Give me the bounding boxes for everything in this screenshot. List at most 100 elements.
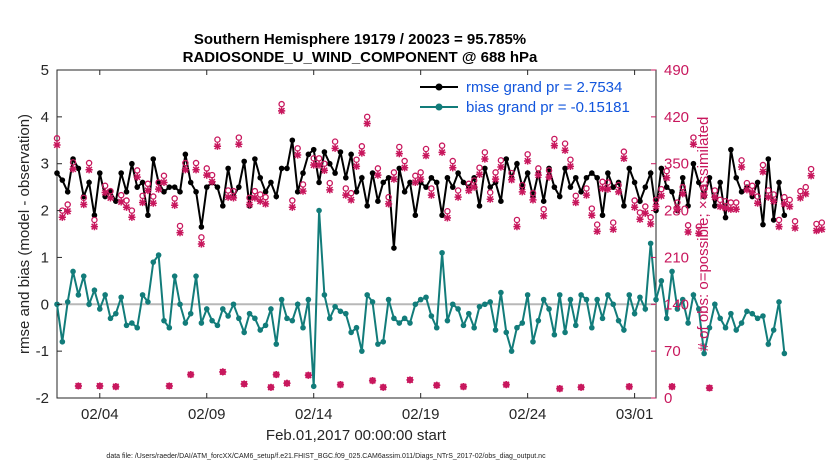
bias-point xyxy=(257,327,264,333)
rmse-point xyxy=(695,179,702,186)
bias-point xyxy=(134,324,141,331)
possible-obs-marker xyxy=(294,145,301,152)
assimilated-obs-marker xyxy=(213,142,222,150)
assimilated-obs-marker xyxy=(187,370,195,379)
possible-obs-marker xyxy=(182,159,189,167)
possible-obs-marker xyxy=(674,199,681,206)
bias-point xyxy=(514,324,520,331)
bias-point xyxy=(321,292,328,298)
bias-point xyxy=(171,273,178,279)
bias-point xyxy=(102,292,108,298)
assimilated-obs-marker xyxy=(96,382,104,390)
assimilated-obs-marker xyxy=(101,188,109,197)
rmse-point xyxy=(439,212,445,219)
bias-point xyxy=(508,348,515,354)
bias-point xyxy=(230,301,237,308)
assimilated-obs-marker xyxy=(497,163,505,171)
bias-point xyxy=(594,296,600,303)
bias-point xyxy=(214,322,221,329)
chart-title: Southern Hemisphere 19179 / 20023 = 95.7… xyxy=(194,31,526,48)
possible-obs-marker xyxy=(401,157,408,165)
possible-obs-marker xyxy=(781,193,788,201)
bias-point xyxy=(674,306,681,312)
bias-point xyxy=(455,306,461,312)
rmse-point xyxy=(64,189,71,195)
possible-obs-marker xyxy=(363,113,371,121)
rmse-point xyxy=(706,174,713,181)
assimilated-obs-marker xyxy=(459,383,468,391)
assimilated-obs-marker xyxy=(529,196,537,204)
assimilated-obs-marker xyxy=(299,187,307,195)
assimilated-obs-marker xyxy=(716,202,724,211)
bias-point xyxy=(599,315,606,322)
possible-obs-marker xyxy=(797,187,804,195)
bias-point xyxy=(198,320,205,326)
rmse-point xyxy=(594,174,600,181)
bias-point xyxy=(150,259,157,265)
assimilated-obs-marker xyxy=(604,185,612,193)
bias-point xyxy=(749,310,756,317)
rmse-point xyxy=(129,160,135,167)
rmse-point xyxy=(396,165,403,172)
possible-obs-marker xyxy=(743,179,751,187)
bias-point xyxy=(123,322,130,329)
rmse-point xyxy=(385,174,392,181)
assimilated-obs-marker xyxy=(245,200,254,209)
assimilated-obs-marker xyxy=(417,175,425,183)
possible-obs-marker xyxy=(80,194,87,202)
rmse-point xyxy=(460,179,467,186)
bias-point xyxy=(161,317,167,324)
rmse-point xyxy=(321,149,328,155)
bias-point xyxy=(129,320,135,326)
rmse-point xyxy=(663,184,670,190)
assimilated-obs-marker xyxy=(614,188,623,196)
possible-obs-marker xyxy=(321,160,328,167)
assimilated-obs-marker xyxy=(224,193,232,201)
y-right-tick-label: 210 xyxy=(664,249,689,266)
rmse-point xyxy=(118,170,124,176)
possible-obs-marker xyxy=(214,136,221,143)
y-right-tick-label: 350 xyxy=(664,156,689,173)
bias-point xyxy=(621,327,627,333)
rmse-point xyxy=(145,212,151,219)
assimilated-obs-marker xyxy=(155,185,163,193)
possible-obs-marker xyxy=(299,181,307,188)
possible-obs-marker xyxy=(289,197,296,204)
legend-bias-label: bias grand pr = -0.15181 xyxy=(466,99,630,116)
bias-point xyxy=(695,306,702,312)
assimilated-obs-marker xyxy=(352,162,361,170)
assimilated-obs-marker xyxy=(144,186,152,195)
bias-point xyxy=(203,306,210,312)
assimilated-obs-marker xyxy=(368,376,377,385)
assimilated-obs-marker xyxy=(294,151,302,159)
rmse-point xyxy=(268,179,274,186)
possible-obs-marker xyxy=(786,196,793,204)
assimilated-obs-marker xyxy=(443,214,452,222)
possible-obs-marker xyxy=(144,180,152,188)
possible-obs-marker xyxy=(454,187,462,194)
bias-point xyxy=(428,313,435,319)
rmse-point xyxy=(294,189,301,195)
assimilated-obs-marker xyxy=(85,166,93,174)
bias-point xyxy=(626,292,633,298)
rmse-point xyxy=(717,179,723,186)
possible-obs-marker xyxy=(732,199,740,206)
bias-point xyxy=(433,324,440,331)
assimilated-obs-marker xyxy=(550,142,558,150)
assimilated-obs-marker xyxy=(818,225,826,233)
rmse-point xyxy=(760,221,766,228)
bias-point xyxy=(466,310,472,317)
possible-obs-marker xyxy=(262,193,269,201)
rmse-point xyxy=(214,184,221,190)
assimilated-obs-marker xyxy=(657,192,665,200)
rmse-point xyxy=(54,170,60,176)
bias-point xyxy=(75,292,82,298)
x-tick-label: 02/24 xyxy=(509,406,547,423)
possible-obs-marker xyxy=(139,192,146,200)
rmse-point xyxy=(712,203,718,209)
assimilated-obs-marker xyxy=(267,383,275,391)
rmse-point xyxy=(289,137,296,144)
bias-point xyxy=(396,320,403,326)
assimilated-obs-marker xyxy=(748,188,756,197)
possible-obs-marker xyxy=(567,156,574,163)
